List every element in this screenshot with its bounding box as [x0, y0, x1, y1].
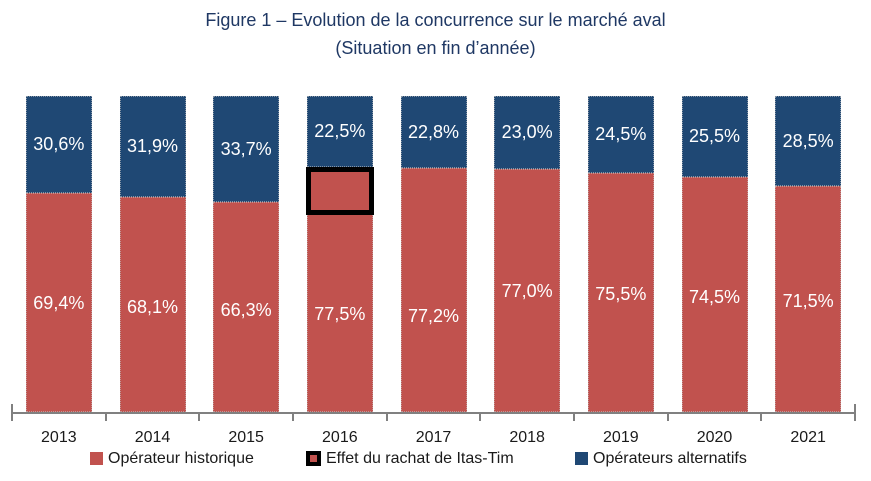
x-axis-tick: [573, 414, 575, 421]
figure-title-line2: (Situation en fin d’année): [335, 38, 536, 58]
historique-segment-2017: 77,2%: [400, 168, 467, 412]
bar-2014: 31,9% 68,1%: [119, 96, 186, 412]
alternatifs-swatch-icon: [575, 452, 588, 465]
legend-label-historique: Opérateur historique: [108, 449, 254, 467]
x-axis-label-2021: 2021: [790, 429, 826, 446]
x-axis-tick: [292, 414, 294, 421]
historique-segment-2021: 71,5%: [775, 186, 842, 412]
alternatifs-segment-2018: 23,0%: [494, 96, 561, 169]
bar-2020: 25,5% 74,5%: [681, 96, 748, 412]
x-axis-label-2019: 2019: [603, 429, 639, 446]
x-axis-label-2017: 2017: [415, 429, 452, 446]
alternatifs-value-label-2019: 24,5%: [595, 124, 647, 145]
figure-title-line1: Figure 1 – Evolution de la concurrence s…: [205, 10, 666, 30]
alternatifs-segment-2014: 31,9%: [119, 96, 186, 197]
figure-title: Figure 1 – Evolution de la concurrence s…: [0, 6, 871, 62]
effet-rachat-swatch-icon: [306, 451, 321, 466]
legend-item-effet-rachat: Effet du rachat de Itas-Tim: [306, 450, 514, 467]
historique-value-label-2020: 74,5%: [688, 286, 741, 307]
x-axis-label-2016: 2016: [322, 429, 358, 446]
alternatifs-value-label-2015: 33,7%: [220, 138, 272, 159]
alternatifs-segment-2015: 33,7%: [213, 96, 280, 203]
alternatifs-value-label-2017: 22,8%: [407, 121, 460, 142]
x-axis-tick: [104, 414, 107, 421]
historique-segment-2019: 75,5%: [587, 173, 654, 412]
alternatifs-value-label-2013: 30,6%: [33, 133, 85, 154]
x-axis-tick: [666, 414, 669, 421]
legend-item-operateur-historique: Opérateur historique: [90, 450, 254, 467]
historique-value-label-2021: 71,5%: [782, 290, 834, 311]
x-axis-end-tick: [854, 404, 856, 412]
bar-2016: 22,5% 77,5%: [306, 96, 373, 412]
alternatifs-segment-2021: 28,5%: [775, 96, 842, 187]
x-axis-end-tick: [11, 404, 13, 412]
historique-segment-2014: 68,1%: [119, 196, 186, 412]
x-axis-line: [11, 412, 856, 414]
x-axis-label-2014: 2014: [134, 429, 171, 446]
historique-segment-2020: 74,5%: [681, 176, 748, 412]
alternatifs-segment-2013: 30,6%: [25, 96, 92, 193]
x-axis-label-2018: 2018: [509, 429, 545, 446]
x-axis-label-2013: 2013: [41, 429, 77, 446]
historique-segment-2013: 69,4%: [25, 192, 92, 412]
alternatifs-value-label-2021: 28,5%: [782, 130, 834, 151]
historique-value-label-2014: 68,1%: [126, 296, 179, 317]
bar-2019: 24,5% 75,5%: [587, 96, 654, 412]
historique-value-label-2018: 77,0%: [501, 280, 553, 301]
x-axis-tick: [385, 414, 388, 421]
historique-swatch-icon: [90, 452, 103, 465]
bar-2013: 30,6% 69,4%: [25, 96, 92, 412]
alternatifs-value-label-2020: 25,5%: [688, 125, 741, 146]
historique-segment-2016: 77,5%: [306, 167, 373, 412]
x-axis-tick: [11, 414, 13, 421]
historique-value-label-2019: 75,5%: [595, 284, 647, 305]
alternatifs-segment-2017: 22,8%: [400, 96, 467, 169]
legend-label-effet-rachat: Effet du rachat de Itas-Tim: [326, 449, 514, 467]
alternatifs-segment-2016: 22,5%: [306, 96, 373, 168]
x-axis-tick: [198, 414, 201, 421]
historique-value-label-2015: 66,3%: [220, 299, 272, 320]
bar-2021: 28,5% 71,5%: [775, 96, 842, 412]
alternatifs-segment-2020: 25,5%: [681, 96, 748, 177]
bar-2018: 23,0% 77,0%: [494, 96, 561, 412]
x-axis-tick: [479, 414, 482, 421]
historique-segment-2018: 77,0%: [494, 168, 561, 412]
alternatifs-value-label-2014: 31,9%: [126, 135, 179, 156]
x-axis-tick: [760, 414, 763, 421]
historique-value-label-2016: 77,5%: [314, 304, 366, 325]
legend-item-operateurs-alternatifs: Opérateurs alternatifs: [575, 450, 747, 467]
historique-value-label-2017: 77,2%: [407, 305, 460, 326]
historique-value-label-2013: 69,4%: [33, 292, 85, 313]
bar-2017: 22,8% 77,2%: [400, 96, 467, 412]
x-axis-label-2015: 2015: [228, 429, 264, 446]
legend-label-alternatifs: Opérateurs alternatifs: [593, 449, 747, 467]
bar-2015: 33,7% 66,3%: [213, 96, 280, 412]
alternatifs-value-label-2016: 22,5%: [314, 121, 366, 142]
historique-segment-2015: 66,3%: [213, 202, 280, 412]
itas-tim-annotation-rect: [305, 167, 374, 215]
alternatifs-segment-2019: 24,5%: [587, 96, 654, 174]
alternatifs-value-label-2018: 23,0%: [501, 121, 553, 142]
x-axis-tick: [854, 414, 856, 421]
x-axis-label-2020: 2020: [696, 429, 733, 446]
